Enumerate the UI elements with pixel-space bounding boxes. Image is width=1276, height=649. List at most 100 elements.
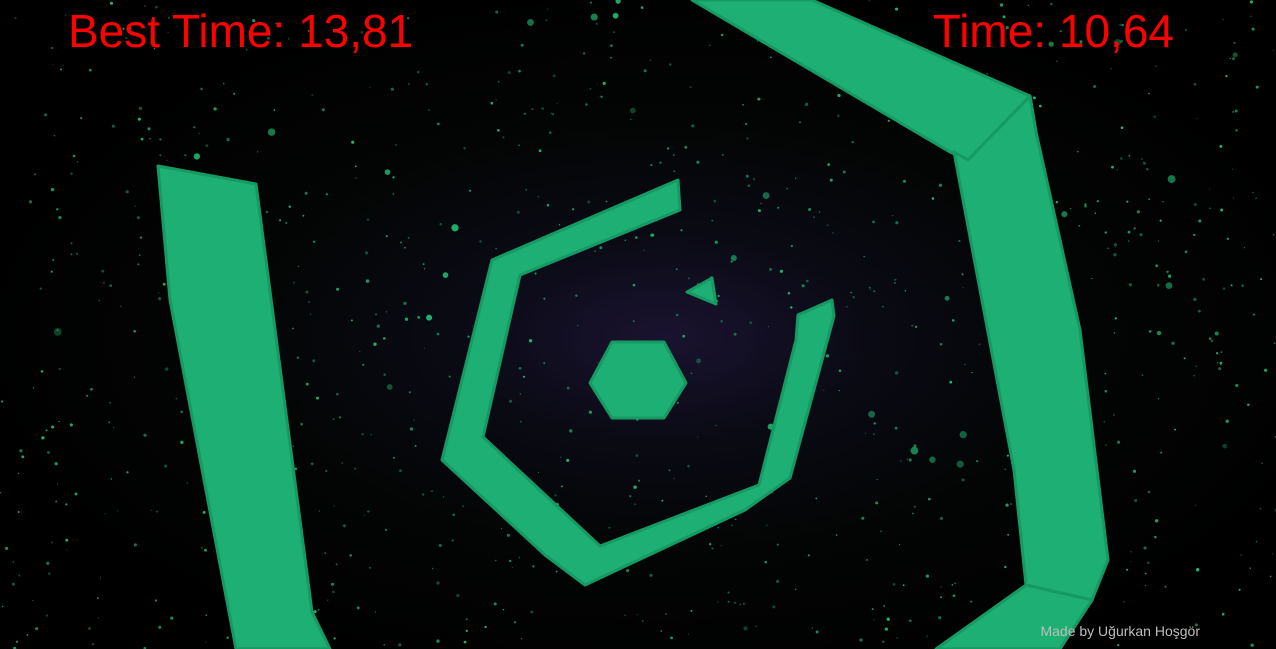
star-icon: [624, 614, 626, 616]
star-icon: [913, 444, 917, 448]
star-icon: [245, 48, 248, 51]
star-icon: [143, 433, 147, 437]
star-icon: [70, 242, 73, 245]
star-icon: [1069, 207, 1072, 210]
star-icon: [600, 95, 603, 99]
star-icon: [115, 22, 118, 25]
star-icon: [1136, 210, 1140, 214]
star-icon: [730, 254, 737, 262]
star-icon: [109, 1, 114, 5]
star-icon: [684, 145, 688, 149]
star-icon: [370, 433, 373, 436]
star-icon: [525, 189, 527, 191]
star-icon: [1219, 361, 1223, 365]
star-icon: [382, 17, 385, 20]
star-icon: [201, 547, 203, 549]
star-icon: [117, 510, 119, 512]
star-icon: [1196, 118, 1198, 120]
star-icon: [312, 240, 316, 243]
star-icon: [519, 393, 522, 395]
star-icon: [870, 288, 872, 290]
star-icon: [1127, 240, 1130, 242]
star-icon: [1079, 40, 1083, 44]
star-icon: [871, 608, 874, 611]
star-icon: [518, 556, 521, 559]
star-icon: [126, 471, 129, 474]
star-icon: [1142, 161, 1146, 165]
star-icon: [18, 472, 20, 474]
star-icon: [709, 44, 711, 47]
star-icon: [497, 80, 500, 83]
star-icon: [180, 410, 183, 414]
star-icon: [50, 270, 53, 273]
star-icon: [465, 629, 468, 633]
star-icon: [560, 456, 562, 459]
star-icon: [961, 273, 964, 276]
star-icon: [543, 297, 546, 300]
star-icon: [756, 40, 758, 42]
star-icon: [1120, 126, 1124, 129]
star-icon: [422, 493, 425, 496]
star-icon: [1222, 18, 1224, 21]
star-icon: [1184, 250, 1188, 254]
star-icon: [891, 214, 894, 217]
star-icon: [682, 334, 686, 338]
star-icon: [1111, 165, 1114, 169]
player-triangle-icon[interactable]: [685, 276, 718, 306]
star-icon: [110, 478, 113, 480]
star-icon: [90, 387, 93, 391]
star-icon: [1232, 52, 1238, 58]
star-icon: [158, 297, 162, 301]
star-icon: [895, 371, 899, 375]
star-icon: [366, 218, 370, 221]
star-icon: [720, 320, 723, 323]
star-icon: [596, 23, 598, 25]
star-icon: [1004, 468, 1007, 471]
star-icon: [46, 561, 50, 565]
star-icon: [407, 82, 410, 86]
star-icon: [4, 546, 9, 551]
star-icon: [1153, 115, 1157, 119]
star-icon: [961, 478, 965, 482]
star-icon: [198, 132, 200, 135]
star-icon: [537, 196, 539, 198]
star-icon: [1185, 29, 1187, 31]
star-icon: [342, 524, 346, 528]
current-time-value: 10,64: [1058, 5, 1174, 57]
star-icon: [324, 552, 327, 555]
star-icon: [13, 646, 17, 649]
star-icon: [98, 299, 100, 302]
star-icon: [602, 81, 606, 85]
star-icon: [757, 97, 761, 101]
star-icon: [513, 621, 517, 624]
star-icon: [133, 376, 135, 378]
star-icon: [1261, 462, 1263, 465]
star-icon: [873, 433, 875, 435]
star-icon: [769, 267, 773, 271]
star-icon: [764, 560, 768, 564]
star-icon: [615, 0, 621, 4]
star-icon: [958, 240, 961, 243]
star-icon: [307, 30, 310, 32]
star-icon: [48, 572, 51, 575]
star-icon: [638, 479, 641, 482]
star-icon: [1128, 154, 1131, 157]
star-icon: [680, 229, 683, 232]
star-icon: [675, 313, 679, 317]
star-icon: [113, 426, 115, 429]
star-icon: [167, 31, 169, 33]
star-icon: [528, 339, 533, 343]
star-icon: [931, 197, 935, 200]
star-icon: [392, 193, 395, 195]
star-icon: [1220, 351, 1223, 353]
star-icon: [1002, 15, 1006, 19]
star-icon: [588, 410, 592, 414]
star-icon: [442, 272, 449, 278]
star-icon: [1232, 110, 1235, 113]
star-icon: [908, 458, 912, 462]
star-icon: [232, 24, 234, 26]
star-icon: [815, 630, 819, 634]
star-icon: [733, 601, 737, 604]
